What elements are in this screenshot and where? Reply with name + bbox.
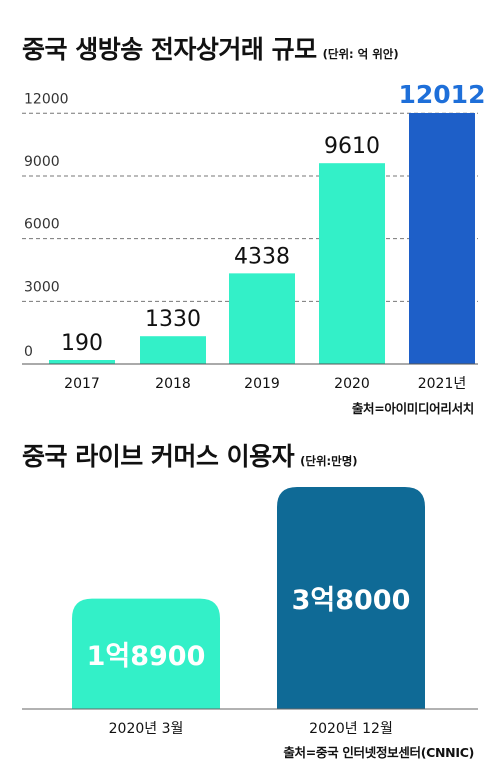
chart2-title-row: 중국 라이브 커머스 이용자 (단위:만명)	[22, 437, 358, 473]
chart1-source: 출처=아이미디어리서치	[351, 401, 474, 416]
x-tick-label: 2018	[155, 376, 191, 392]
chart1-title: 중국 생방송 전자상거래 규모	[22, 35, 317, 64]
chart2-title: 중국 라이브 커머스 이용자	[22, 442, 295, 471]
bar	[72, 598, 220, 709]
y-tick-label: 9000	[24, 154, 60, 170]
x-tick-label: 2021년	[418, 376, 467, 392]
y-tick-label: 0	[24, 344, 33, 360]
x-tick-label: 2017	[64, 376, 100, 392]
bar	[140, 336, 206, 364]
data-label: 1330	[145, 307, 201, 332]
data-label: 12012	[399, 80, 486, 109]
bar	[49, 360, 115, 364]
x-tick-label: 2020	[334, 376, 370, 392]
chart1-unit: (단위: 억 위안)	[322, 47, 399, 61]
chart1-plot: 0 3000 6000 9000 12000 190 2017 1330 2018 4338 201…	[22, 80, 486, 392]
x-tick-label: 2019	[244, 376, 280, 392]
data-label: 3억8000	[292, 585, 411, 616]
bar	[229, 273, 295, 364]
bar	[277, 487, 425, 709]
bar	[409, 113, 475, 364]
chart1-title-row: 중국 생방송 전자상거래 규모 (단위: 억 위안)	[22, 30, 399, 66]
y-tick-label: 6000	[24, 217, 60, 233]
x-tick-label: 2020년 12월	[309, 721, 393, 737]
x-tick-label: 2020년 3월	[109, 721, 184, 737]
y-tick-label: 3000	[24, 279, 60, 295]
chart2-source: 출처=중국 인터넷정보센터(CNNIC)	[283, 745, 474, 760]
data-label: 1억8900	[87, 641, 206, 672]
y-tick-label: 12000	[24, 91, 69, 107]
data-label: 190	[61, 331, 103, 356]
bar	[319, 163, 385, 364]
data-label: 4338	[234, 244, 290, 269]
chart2-unit: (단위:만명)	[300, 454, 358, 468]
data-label: 9610	[324, 134, 380, 159]
